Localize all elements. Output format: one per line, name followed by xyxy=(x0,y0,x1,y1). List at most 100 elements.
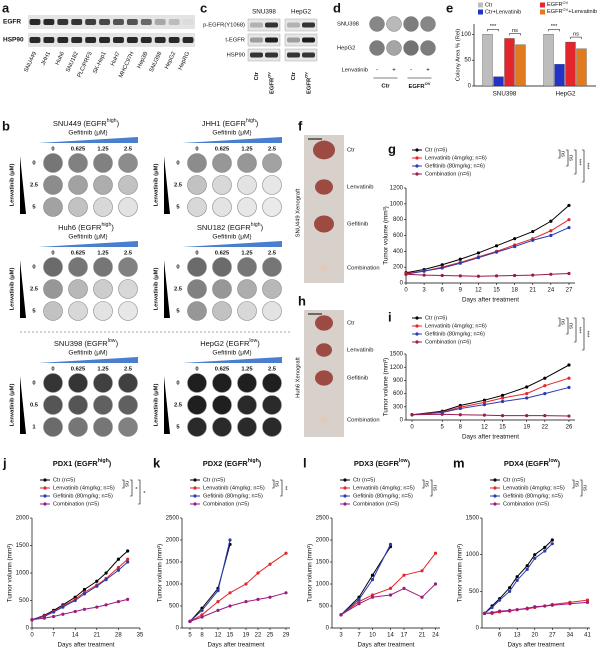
blot-row-label: HSP90 xyxy=(227,53,245,59)
well xyxy=(262,373,282,393)
data-point xyxy=(567,203,571,208)
legend-swatch xyxy=(478,9,483,15)
data-point xyxy=(244,582,248,586)
blot-band xyxy=(287,37,300,43)
well xyxy=(68,373,88,393)
well xyxy=(93,279,113,299)
significance-label: *** xyxy=(576,327,582,334)
blot-band xyxy=(126,37,138,43)
y-tick-label: 0 xyxy=(176,626,180,632)
data-point xyxy=(568,602,572,606)
well xyxy=(68,395,88,415)
y-tick-label: 1500 xyxy=(390,352,404,358)
gefitinib-label: Gefitinib (μM) xyxy=(68,350,107,357)
x-tick-label: 22 xyxy=(255,633,262,639)
gefitinib-label: Gefitinib (μM) xyxy=(212,350,251,357)
y-tick-label: 1200 xyxy=(390,365,404,371)
blot xyxy=(284,48,318,62)
lane-label-part: EGFR xyxy=(306,77,312,94)
well xyxy=(262,153,282,173)
bar xyxy=(493,76,504,87)
tumor-label: Ctr xyxy=(347,321,355,327)
significance-bracket xyxy=(572,479,575,489)
chart-title: PDX2 (EGFRhigh) xyxy=(203,458,262,468)
cell-line-label: Hep3B xyxy=(137,51,150,70)
data-point xyxy=(370,573,375,577)
tumor xyxy=(314,215,334,233)
concentration-label: 1.25 xyxy=(97,367,109,373)
x-axis-label: Days after treatment xyxy=(462,297,519,304)
panel-letter: d xyxy=(333,0,341,15)
concentration-label: 0 xyxy=(195,147,198,153)
plate-title: SNU182 (EGFRhigh) xyxy=(197,222,264,232)
legend-label: Ctr+Lenvatinib xyxy=(485,9,521,15)
data-point xyxy=(104,571,108,575)
y-tick-label: 1500 xyxy=(466,516,480,522)
legend-label: Lenvatinib (4mg/kg; n=5) xyxy=(503,485,565,491)
lane-label: Ctr xyxy=(291,71,297,80)
data-point xyxy=(500,393,505,397)
plate-title-part: high xyxy=(251,222,261,228)
legend-label: EGFROV xyxy=(547,0,569,8)
series-line xyxy=(31,550,128,621)
blot-band xyxy=(265,52,278,58)
data-point xyxy=(188,619,192,624)
well xyxy=(68,175,88,195)
x-tick-label: 12 xyxy=(481,425,488,431)
bar xyxy=(482,34,493,87)
dose-triangle xyxy=(20,376,26,434)
legend-marker xyxy=(415,316,419,320)
x-tick-label: 26 xyxy=(566,425,573,431)
data-point xyxy=(216,600,220,604)
x-tick-label: 17 xyxy=(401,633,408,639)
y-tick-label: 500 xyxy=(19,598,30,604)
legend-marker xyxy=(415,324,419,328)
well xyxy=(212,197,232,217)
legend-marker xyxy=(343,478,347,482)
data-point xyxy=(543,604,547,608)
lenvatinib-label: Lenvatinib (μM) xyxy=(10,164,16,207)
tumor xyxy=(315,370,333,386)
data-point xyxy=(73,598,77,603)
gradient-triangle xyxy=(38,137,138,143)
data-point xyxy=(525,396,529,400)
lenvatinib-label: Lenvatinib (μM) xyxy=(154,268,160,311)
data-point xyxy=(116,600,120,604)
cell-label: HepG2 xyxy=(291,9,311,16)
lane-label-part: OV xyxy=(303,72,308,78)
annotation-bracket xyxy=(570,36,582,40)
series-line xyxy=(189,592,287,622)
legend-marker xyxy=(43,494,47,498)
xenograft-title: Huh6 Xenograft xyxy=(296,357,302,398)
data-point xyxy=(433,551,438,555)
legend-label: EGFROV+Lenvatinib xyxy=(547,7,597,16)
x-tick-label: SNU398 xyxy=(493,91,517,98)
x-tick-label: 3 xyxy=(339,633,343,639)
blot-band xyxy=(250,52,263,58)
sign-label: + xyxy=(392,67,396,74)
data-point xyxy=(82,592,87,596)
data-point xyxy=(200,608,204,613)
y-tick-label: 500 xyxy=(169,604,180,610)
panel-letter: c xyxy=(200,0,207,15)
data-point xyxy=(244,600,248,604)
y-axis-label: Tumor volume (mm³) xyxy=(383,358,390,417)
legend-label: Gefitinib (80mg/kg; n=6) xyxy=(425,163,485,169)
data-point xyxy=(256,571,260,575)
cell-line-label: SNU398 xyxy=(149,51,164,73)
row-label: HepG2 xyxy=(337,46,355,52)
tumor xyxy=(315,179,333,195)
cell-line-label: PLC/PRF5 xyxy=(77,51,94,79)
significance-label: * xyxy=(132,487,138,490)
well xyxy=(93,153,113,173)
x-tick-label: 27 xyxy=(549,633,556,639)
well xyxy=(43,197,63,217)
data-point xyxy=(543,376,547,380)
data-point xyxy=(388,542,393,547)
well xyxy=(93,373,113,393)
lane-label: EGFROV xyxy=(303,72,312,94)
legend-marker xyxy=(415,332,419,336)
legend-label: Gefitinib (80mg/kg; n=5) xyxy=(503,493,563,499)
data-point xyxy=(549,229,553,233)
dose-triangle xyxy=(164,376,170,434)
